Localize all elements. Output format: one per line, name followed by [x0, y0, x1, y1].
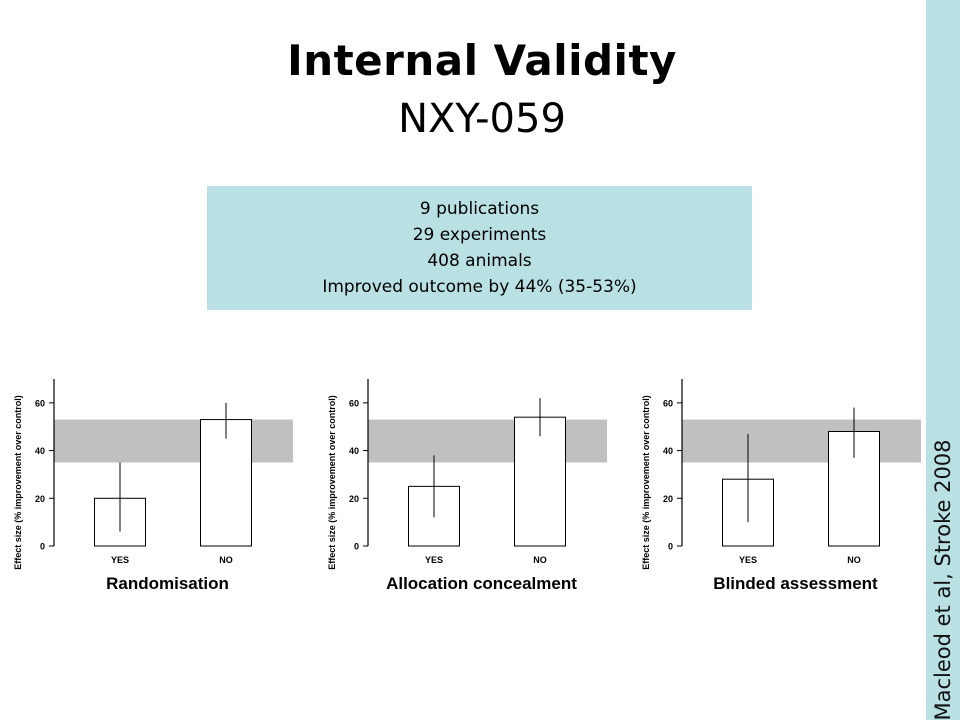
- x-category-label: NO: [847, 555, 861, 565]
- x-axis-label: Randomisation: [106, 574, 229, 592]
- slide-title: Internal Validity: [287, 36, 677, 85]
- x-category-label: YES: [111, 555, 129, 565]
- chart-allocation-concealment: 0 20 40 60 Effect size (% improvement over c…: [322, 342, 622, 592]
- chart-svg: 0 20 40 60 Effect size (% improvement over c…: [641, 379, 921, 592]
- x-axis-label: Blinded assessment: [713, 574, 878, 592]
- y-tick-label: 40: [349, 446, 359, 456]
- chart-blinded-assessment: 0 20 40 60 Effect size (% improvement over c…: [636, 342, 936, 592]
- chart-randomisation: 0 20 40 60 Effect size (% improvement over c…: [8, 342, 308, 592]
- chart-svg: 0 20 40 60 Effect size (% improvement over c…: [327, 379, 607, 592]
- chart-svg: 0 20 40 60 Effect size (% improvement over c…: [13, 379, 293, 592]
- y-tick-label: 60: [35, 398, 45, 408]
- summary-animals: 408 animals: [427, 251, 532, 271]
- y-axis-label: Effect size (% improvement over control): [327, 395, 337, 570]
- y-tick-label: 60: [349, 398, 359, 408]
- y-tick-label: 40: [35, 446, 45, 456]
- summary-publications: 9 publications: [419, 199, 540, 219]
- x-category-label: NO: [219, 555, 233, 565]
- y-tick-label: 0: [668, 542, 673, 552]
- pooled-estimate-band: [368, 419, 607, 463]
- y-tick-label: 20: [349, 494, 359, 504]
- bar-no: [514, 416, 566, 547]
- bar-no: [200, 419, 252, 547]
- x-category-label: YES: [739, 555, 757, 565]
- pooled-estimate-band: [682, 419, 921, 463]
- x-category-label: YES: [425, 555, 443, 565]
- x-category-label: NO: [533, 555, 547, 565]
- y-tick-label: 20: [663, 494, 673, 504]
- pooled-estimate-band: [54, 419, 293, 463]
- citation-sidebar: [926, 0, 960, 720]
- summary-box: 9 publications 29 experiments 408 animal…: [207, 186, 752, 310]
- y-tick-label: 40: [663, 446, 673, 456]
- y-tick-label: 60: [663, 398, 673, 408]
- y-axis-label: Effect size (% improvement over control): [13, 395, 23, 570]
- slide-subtitle: NXY-059: [398, 96, 566, 142]
- x-axis-label: Allocation concealment: [386, 574, 577, 592]
- y-tick-label: 0: [354, 542, 359, 552]
- summary-outcome: Improved outcome by 44% (35-53%): [322, 277, 637, 297]
- y-tick-label: 0: [40, 542, 45, 552]
- y-tick-label: 20: [35, 494, 45, 504]
- y-axis-label: Effect size (% improvement over control): [641, 395, 651, 570]
- summary-experiments: 29 experiments: [412, 225, 547, 245]
